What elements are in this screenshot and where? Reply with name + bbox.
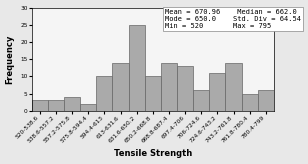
Bar xyxy=(129,25,145,111)
Text: Mean = 670.96    Median = 662.0
Mode = 650.0    Std. Div = 64.54
Min = 520      : Mean = 670.96 Median = 662.0 Mode = 650.… xyxy=(165,9,301,29)
Bar xyxy=(225,63,241,111)
Bar xyxy=(209,73,225,111)
Bar xyxy=(96,76,112,111)
Bar xyxy=(112,63,129,111)
Bar xyxy=(145,76,161,111)
Bar xyxy=(241,94,258,111)
Bar xyxy=(161,63,177,111)
Bar xyxy=(177,66,193,111)
Bar xyxy=(32,101,48,111)
Bar xyxy=(64,97,80,111)
Bar xyxy=(80,104,96,111)
Bar xyxy=(48,101,64,111)
Y-axis label: Frequency: Frequency xyxy=(6,34,14,84)
Bar xyxy=(193,90,209,111)
X-axis label: Tensile Strength: Tensile Strength xyxy=(114,149,192,158)
Bar xyxy=(258,90,274,111)
